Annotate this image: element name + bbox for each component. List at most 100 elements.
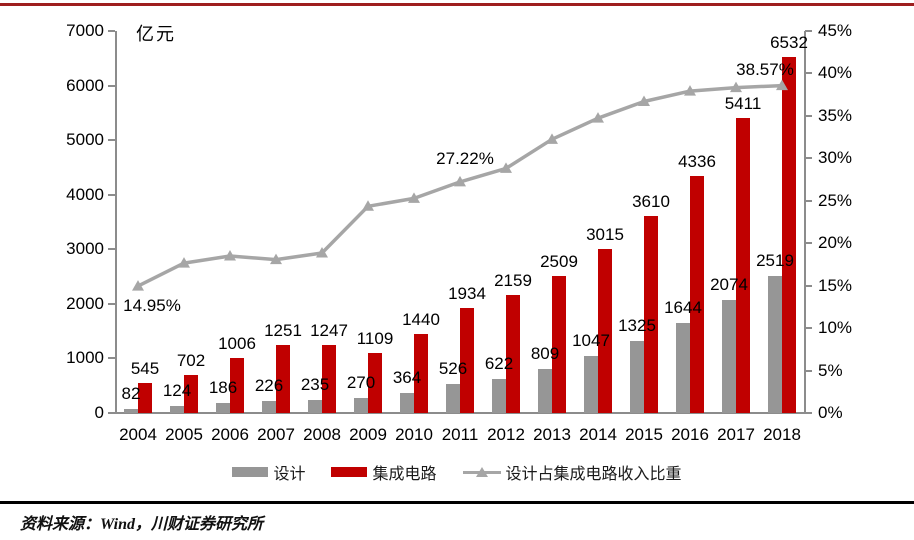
left-axis-tick-mark: [108, 357, 115, 360]
bar-label-design-2009: 270: [346, 373, 376, 393]
bar-label-design-2012: 622: [484, 354, 514, 374]
bar-design-2006: [216, 402, 230, 413]
left-axis-tick-mark: [108, 412, 115, 414]
x-tick-label-2007: 2007: [257, 425, 295, 444]
x-tick-label-2006: 2006: [211, 425, 249, 444]
right-axis-tick-mark: [805, 284, 812, 287]
bar-label-design-2007: 226: [254, 375, 284, 395]
left-axis-tick-mark: [108, 84, 115, 87]
legend-item-ratio: 设计占集成电路收入比重: [462, 460, 682, 484]
ratio-marker-2009: [362, 200, 374, 211]
legend-triangle-marker-icon: [475, 467, 488, 477]
legend-swatch-ic: [331, 467, 368, 477]
bar-ic-2004: [138, 383, 152, 413]
bar-design-2014: [584, 355, 598, 413]
left-axis-tick-label-0: 0: [94, 403, 104, 422]
ratio-marker-2016: [684, 85, 696, 96]
ratio-marker-2012: [500, 162, 512, 173]
right-axis-tick-mark: [805, 157, 812, 160]
ratio-marker-2005: [178, 257, 190, 268]
ratio-marker-2015: [638, 95, 650, 106]
right-axis-tick-label-35: 35%: [818, 105, 853, 125]
bar-label-ic-2005: 702: [176, 350, 206, 370]
bar-label-design-2017: 2074: [710, 274, 748, 294]
left-axis-tick-mark: [108, 302, 115, 305]
right-axis-tick-label-25: 25%: [818, 190, 853, 210]
legend-swatch-ratio: [462, 466, 501, 478]
bar-label-ic-2016: 4336: [678, 152, 716, 172]
x-tick-label-2009: 2009: [349, 425, 387, 444]
bar-label-ic-2007: 1251: [264, 320, 302, 340]
bar-label-ic-2011: 1934: [448, 283, 486, 303]
bar-label-design-2010: 364: [392, 368, 422, 388]
bar-design-2008: [308, 400, 322, 413]
bar-design-2012: [492, 379, 506, 413]
x-tick-label-2017: 2017: [717, 425, 755, 444]
right-axis-tick-label-10: 10%: [818, 318, 853, 338]
x-tick-label-2018: 2018: [763, 425, 801, 444]
bottom-divider: [0, 501, 914, 504]
legend-swatch-design: [232, 467, 269, 477]
right-axis-tick-label-40: 40%: [818, 63, 853, 83]
x-tick-label-2014: 2014: [579, 425, 617, 444]
bar-design-2016: [676, 323, 690, 413]
ratio-marker-2014: [592, 112, 604, 123]
ratio-marker-2017: [730, 81, 742, 93]
bar-label-ic-2014: 3015: [586, 224, 624, 244]
legend-item-ic: 集成电路: [331, 460, 437, 484]
bar-ic-2007: [276, 344, 290, 413]
bar-label-ic-2017: 5411: [724, 93, 762, 113]
x-tick-label-2005: 2005: [165, 425, 203, 444]
left-axis-tick-mark: [108, 248, 115, 251]
bar-ic-2009: [368, 352, 382, 413]
right-axis-tick-mark: [805, 199, 812, 202]
bar-label-ic-2004: 545: [130, 359, 160, 379]
ratio-marker-2007: [270, 253, 282, 265]
top-divider: [0, 3, 914, 6]
left-axis-tick-label-5000: 5000: [66, 130, 104, 150]
right-axis-tick-label-0: 0%: [818, 403, 843, 422]
bar-label-design-2011: 526: [438, 359, 468, 379]
chart-legend: 设计 集成电路 设计占集成电路收入比重: [0, 460, 914, 484]
bar-label-ic-2008: 1247: [310, 320, 348, 340]
left-axis-tick-label-6000: 6000: [66, 75, 104, 95]
ratio-marker-2018: [776, 79, 788, 91]
ratio-marker-2010: [408, 192, 420, 203]
line-point-label-2004: 14.95%: [123, 296, 181, 316]
left-axis-tick-label-2000: 2000: [66, 293, 104, 313]
ratio-marker-2004: [132, 280, 144, 291]
bar-design-2005: [170, 406, 184, 413]
x-tick-label-2013: 2013: [533, 425, 571, 444]
left-axis-line: [115, 31, 117, 413]
right-axis-tick-mark: [805, 114, 812, 117]
bar-ic-2017: [736, 117, 750, 413]
right-axis-line: [804, 31, 806, 413]
bar-label-ic-2006: 1006: [218, 334, 256, 354]
line-point-label-2018: 38.57%: [736, 59, 794, 79]
bar-label-design-2013: 809: [530, 343, 560, 363]
legend-label-ic: 集成电路: [372, 466, 437, 483]
x-tick-label-2011: 2011: [441, 425, 479, 444]
bar-label-ic-2009: 1109: [356, 328, 394, 348]
bar-ic-2015: [644, 216, 658, 413]
bar-design-2011: [446, 384, 460, 413]
left-axis-unit-label: 亿元: [136, 24, 176, 44]
bar-label-design-2015: 1325: [618, 315, 656, 335]
x-tick-label-2015: 2015: [625, 425, 663, 444]
bar-label-design-2006: 186: [208, 377, 238, 397]
bar-ic-2011: [460, 307, 474, 413]
bar-label-design-2004: 82: [121, 383, 141, 403]
bar-design-2004: [124, 408, 138, 413]
bar-label-ic-2015: 3610: [632, 192, 670, 211]
bar-ic-2008: [322, 344, 336, 413]
right-axis-tick-mark: [805, 72, 812, 75]
bar-design-2015: [630, 340, 644, 413]
ratio-line-series: [132, 79, 788, 291]
bar-label-design-2005: 124: [162, 381, 192, 401]
bar-ic-2005: [184, 374, 198, 413]
x-tick-label-2004: 2004: [119, 425, 157, 444]
right-axis-tick-label-5: 5%: [818, 360, 843, 380]
bar-design-2017: [722, 299, 736, 413]
ratio-marker-2011: [454, 175, 466, 187]
left-axis-tick-label-4000: 4000: [66, 184, 104, 204]
